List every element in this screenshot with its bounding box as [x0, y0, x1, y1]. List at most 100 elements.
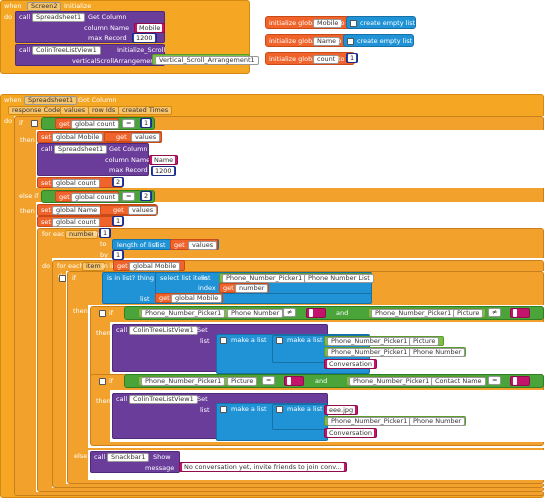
global-count-init-value[interactable]: 1 [346, 53, 359, 63]
number-var-chip[interactable]: number [65, 230, 99, 239]
gear-icon[interactable] [347, 38, 354, 45]
gear-icon[interactable] [350, 20, 357, 27]
number-two-2[interactable]: 2 [140, 191, 153, 201]
count-init-number[interactable]: 1 [348, 54, 357, 62]
empty-string-text-4[interactable] [513, 377, 517, 385]
not-equal-op-2[interactable]: ≠ [488, 308, 502, 317]
empty-string-2[interactable] [510, 308, 530, 318]
number-one-value[interactable]: 1 [142, 119, 151, 127]
equals-op-1[interactable]: = [122, 119, 136, 128]
param-row-ids[interactable]: row Ids [88, 106, 120, 115]
eee-jpg-string[interactable]: eee.jpg [324, 405, 359, 415]
picker-dropdown-6[interactable]: Phone_Number_Picker1 [349, 377, 434, 386]
not-equal-op-1[interactable]: ≠ [283, 308, 297, 317]
treelistview-dropdown[interactable]: ColinTreeListView1 [32, 46, 101, 55]
init-global-count[interactable]: initialize global count to [265, 52, 355, 65]
name-string[interactable]: Name [149, 155, 179, 165]
picker-dropdown-4[interactable]: Phone_Number_Picker1 [327, 348, 412, 357]
set-global-count-2[interactable]: set global count to [37, 177, 123, 188]
picker-dropdown-1[interactable]: Phone_Number_Picker1 [141, 309, 226, 318]
equals-op-2[interactable]: = [122, 192, 136, 201]
spreadsheet-event-dropdown[interactable]: Spreadsheet1 [24, 96, 78, 105]
number-one-1[interactable]: 1 [140, 118, 153, 128]
picture-dropdown-1[interactable]: Picture [453, 309, 484, 318]
picker-dropdown-5[interactable]: Phone_Number_Picker1 [141, 377, 226, 386]
vsa-component-block[interactable]: Vertical_Scroll_Arrangement1 [152, 54, 259, 65]
picture-dropdown-2[interactable]: Picture [409, 337, 440, 346]
picker-picture-3[interactable]: Phone_Number_Picker1 Picture [138, 376, 258, 386]
gear-icon[interactable] [276, 406, 283, 413]
no-conversation-text[interactable]: No conversation yet, invite friends to j… [182, 463, 344, 471]
conversation-text-2[interactable]: Conversation [327, 429, 374, 437]
set-global-count-1[interactable]: set global count to [37, 216, 123, 227]
global-mobile-dropdown-3[interactable]: global Mobile [171, 294, 223, 303]
gear-icon[interactable] [220, 337, 227, 344]
mobile-string[interactable]: Mobile [134, 23, 166, 33]
spreadsheet-dropdown[interactable]: Spreadsheet1 [32, 13, 86, 22]
picker-phone-3[interactable]: Phone_Number_Picker1 Phone Number [324, 416, 466, 426]
get-values-2[interactable]: get values [100, 205, 158, 215]
snackbar-show-call[interactable]: call Snackbar1 Show message [90, 451, 180, 473]
from-one-value[interactable]: 1 [101, 229, 110, 237]
treelist-dropdown-1[interactable]: ColinTreeListView1 [129, 326, 198, 335]
mutator-gear-icon-4[interactable] [99, 378, 106, 385]
empty-string-text-3[interactable] [287, 377, 291, 385]
max-record-value-2[interactable]: 1200 [153, 167, 174, 175]
get-global-count-1[interactable]: get global count [55, 118, 120, 129]
param-values[interactable]: values [60, 106, 90, 115]
number-two-value[interactable]: 2 [114, 178, 123, 186]
get-global-mobile-list[interactable]: get global Mobile [113, 260, 185, 271]
treelist-dropdown-2[interactable]: ColinTreeListView1 [129, 395, 198, 404]
eee-jpg-text[interactable]: eee.jpg [327, 406, 356, 414]
number-one-value-2[interactable]: 1 [114, 217, 123, 225]
picker-dropdown-7[interactable]: Phone_Number_Picker1 [327, 417, 412, 426]
max-record-value[interactable]: 1200 [134, 34, 155, 42]
get-global-mobile-2[interactable]: get global Mobile [155, 293, 223, 303]
max-record-number[interactable]: 1200 [132, 33, 157, 43]
global-mobile-dropdown[interactable]: global Mobile [52, 133, 104, 142]
mutator-gear-icon-2[interactable] [59, 275, 66, 282]
vsa-dropdown[interactable]: Vertical_Scroll_Arrangement1 [155, 56, 259, 65]
picker-phone-1[interactable]: Phone_Number_Picker1 Phone Number [138, 308, 284, 318]
make-a-list-inner-2[interactable]: make a list [272, 404, 328, 430]
phone-number-dropdown-1[interactable]: Phone Number [227, 309, 284, 318]
global-mobile-name[interactable]: Mobile [313, 19, 343, 28]
param-created-times[interactable]: created Times [118, 106, 173, 115]
get-values-3[interactable]: get values [170, 239, 218, 250]
picker-dropdown-2[interactable]: Phone_Number_Picker1 [371, 309, 456, 318]
param-response-code[interactable]: response Code [8, 106, 65, 115]
conversation-text-1[interactable]: Conversation [327, 360, 374, 368]
number-one-2[interactable]: 1 [112, 216, 125, 226]
picker-dropdown-3[interactable]: Phone_Number_Picker1 [327, 337, 412, 346]
equal-op-3[interactable]: = [262, 376, 276, 385]
conversation-string-1[interactable]: Conversation [324, 359, 377, 369]
global-name-name[interactable]: Name [313, 37, 341, 46]
values-dropdown[interactable]: values [131, 133, 161, 142]
contact-name-dropdown[interactable]: Contact Name [431, 377, 486, 386]
screen2-dropdown[interactable]: Screen2 [27, 2, 62, 11]
gear-icon[interactable] [276, 337, 283, 344]
gear-icon[interactable] [220, 406, 227, 413]
create-empty-list-1[interactable]: create empty list [346, 16, 416, 29]
mutator-gear-icon-3[interactable] [99, 310, 106, 317]
global-count-name[interactable]: count [313, 55, 340, 64]
values-dropdown-3[interactable]: values [188, 241, 218, 250]
number-dropdown[interactable]: number [235, 284, 269, 293]
global-count-dropdown-4[interactable]: global count [52, 218, 101, 227]
empty-string-3[interactable] [284, 376, 304, 386]
picker-phone-2[interactable]: Phone_Number_Picker1 Phone Number [324, 347, 466, 357]
get-values-1[interactable]: get values [104, 132, 162, 142]
by-number-one[interactable]: 1 [112, 250, 125, 260]
max-record-number-2[interactable]: 1200 [151, 166, 176, 176]
create-empty-list-2[interactable]: create empty list [343, 34, 414, 47]
length-of-list-block[interactable]: length of list list [112, 239, 219, 250]
values-dropdown-2[interactable]: values [128, 206, 158, 215]
get-column-call-2[interactable]: call Spreadsheet1 Get Column column Name… [37, 143, 150, 176]
empty-string-text-2[interactable] [513, 309, 517, 317]
number-two-1[interactable]: 2 [112, 177, 125, 187]
phone-number-dropdown-3[interactable]: Phone Number [409, 417, 466, 426]
empty-string-text-1[interactable] [309, 309, 313, 317]
global-count-dropdown[interactable]: global count [71, 120, 120, 129]
phone-number-list-dropdown[interactable]: Phone Number List [304, 274, 374, 283]
mobile-text[interactable]: Mobile [137, 24, 163, 32]
